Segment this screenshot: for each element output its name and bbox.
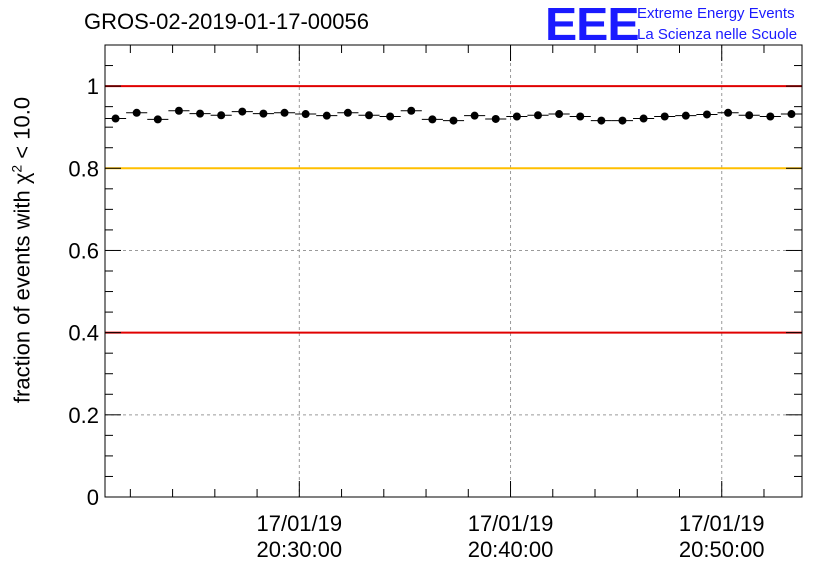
x-tick-label-date: 17/01/19	[679, 511, 765, 536]
x-tick-label-time: 20:30:00	[256, 537, 342, 562]
chart-title: GROS-02-2019-01-17-00056	[84, 9, 369, 34]
plot-frame	[104, 44, 803, 498]
data-point	[512, 112, 521, 121]
logo-line-1: Extreme Energy Events	[637, 5, 795, 22]
data-point	[449, 116, 458, 125]
data-point	[196, 109, 205, 118]
data-point	[576, 112, 585, 121]
data-point	[280, 108, 289, 117]
data-point	[407, 106, 416, 115]
data-point	[322, 111, 331, 120]
logo-line-2: La Scienza nelle Scuole	[637, 26, 798, 43]
data-point	[681, 111, 690, 120]
data-point	[470, 111, 479, 120]
y-tick-label: 1	[87, 74, 99, 99]
data-point	[153, 115, 162, 124]
x-tick-label-time: 20:50:00	[679, 537, 765, 562]
y-tick-label: 0	[87, 485, 99, 510]
data-point	[217, 111, 226, 120]
data-point	[597, 116, 606, 125]
data-point	[174, 106, 183, 115]
data-point	[766, 112, 775, 121]
data-point	[428, 115, 437, 124]
data-point	[259, 109, 268, 118]
data-point	[111, 114, 120, 123]
data-point	[491, 114, 500, 123]
data-point	[533, 111, 542, 120]
x-tick-label-date: 17/01/19	[468, 511, 554, 536]
data-point	[618, 116, 627, 125]
y-tick-label: 0.4	[68, 321, 99, 346]
logo-mark: EEE	[545, 0, 640, 50]
y-tick-label: 0.8	[68, 156, 99, 181]
data-point	[702, 110, 711, 119]
data-point	[132, 108, 141, 117]
data-point	[365, 111, 374, 120]
data-point	[787, 110, 796, 119]
x-tick-label-time: 20:40:00	[468, 537, 554, 562]
y-tick-label: 0.2	[68, 403, 99, 428]
data-point	[724, 108, 733, 117]
y-tick-label: 0.6	[68, 238, 99, 263]
data-point	[639, 114, 648, 123]
data-point	[343, 108, 352, 117]
data-point	[386, 112, 395, 121]
data-point	[555, 110, 564, 119]
data-point	[301, 110, 310, 119]
data-point	[238, 107, 247, 116]
data-point	[660, 112, 669, 121]
x-tick-label-date: 17/01/19	[256, 511, 342, 536]
data-point	[745, 111, 754, 120]
